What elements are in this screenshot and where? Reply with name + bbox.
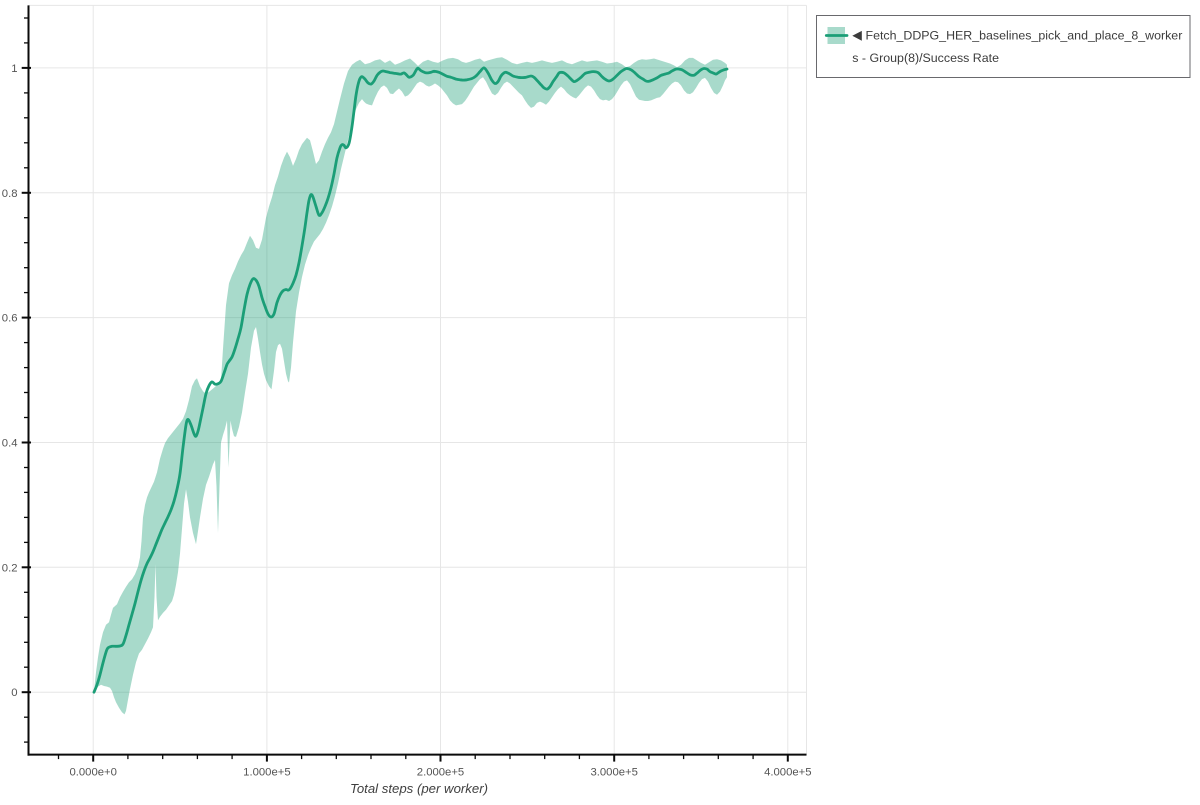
svg-text:1.000e+5: 1.000e+5 <box>243 767 290 779</box>
svg-text:2.000e+5: 2.000e+5 <box>417 767 464 779</box>
svg-text:0: 0 <box>11 687 17 699</box>
svg-text:0.2: 0.2 <box>2 562 18 574</box>
svg-text:Total steps (per worker): Total steps (per worker) <box>350 781 488 796</box>
svg-text:0.8: 0.8 <box>2 188 18 200</box>
svg-text:s - Group(8)/Success Rate: s - Group(8)/Success Rate <box>852 51 999 65</box>
svg-text:Fetch_DDPG_HER_baselines_pick_: Fetch_DDPG_HER_baselines_pick_and_place_… <box>866 29 1183 43</box>
svg-text:0.000e+0: 0.000e+0 <box>69 767 116 779</box>
svg-text:0.4: 0.4 <box>2 438 18 450</box>
svg-text:4.000e+5: 4.000e+5 <box>764 767 811 779</box>
svg-text:1: 1 <box>11 63 17 75</box>
svg-text:0.6: 0.6 <box>2 313 18 325</box>
svg-text:3.000e+5: 3.000e+5 <box>590 767 637 779</box>
